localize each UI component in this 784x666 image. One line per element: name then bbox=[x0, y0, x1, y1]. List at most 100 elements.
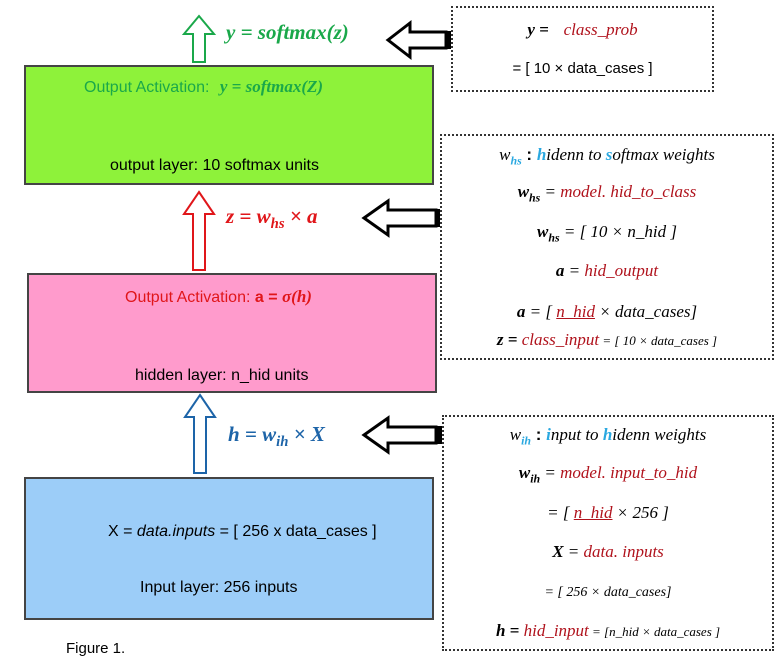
x-inputs-eq: = bbox=[563, 542, 584, 561]
top-annotation-box: y = class_prob = [ 10 × data_cases ] bbox=[451, 6, 714, 92]
input-formula-prefix: X = bbox=[108, 523, 137, 540]
x-dims-text: = [ 256 × data_cases] bbox=[544, 585, 672, 600]
z-input-rhs: class_input bbox=[521, 330, 600, 349]
class-prob-lhs: y = bbox=[527, 20, 549, 39]
wih-title-idenn-weights: idenn weights bbox=[612, 425, 707, 444]
input-layer-label: Input layer: 256 inputs bbox=[140, 579, 298, 596]
bottom-arrow-formula: h = wih × X bbox=[228, 422, 325, 451]
figure-caption: Figure 1. bbox=[66, 640, 126, 657]
bottom-annotation-box: wih : input to hidenn weights wih = mode… bbox=[442, 415, 774, 651]
left-arrow-middle-icon bbox=[361, 198, 442, 238]
wih-title-h: h bbox=[602, 425, 613, 444]
class-prob-rhs: class_prob bbox=[563, 20, 638, 39]
z-input-lhs: z = bbox=[496, 330, 522, 349]
class-prob-line: y = class_prob bbox=[453, 20, 712, 40]
a-output-lhs: a bbox=[555, 261, 565, 280]
whs-title-h: h bbox=[536, 145, 547, 164]
bottom-arrow-w: w bbox=[262, 422, 277, 446]
a-dims-open: = [ bbox=[525, 302, 557, 321]
h-input-rhs: hid_input bbox=[523, 621, 589, 640]
wih-dims-line: = [ n_hid × 256 ] bbox=[444, 503, 772, 523]
top-arrow-formula: y = softmax(z) bbox=[226, 20, 349, 44]
middle-arrow-z: z = bbox=[226, 204, 257, 228]
whs-dims-sub: hs bbox=[548, 230, 560, 245]
whs-dims-w: w bbox=[537, 222, 549, 241]
hidden-activation-sigma: σ(h) bbox=[282, 287, 312, 306]
input-layer-box: X = data.inputs = [ 256 x data_cases ] I… bbox=[24, 477, 434, 620]
wih-model-eq: = bbox=[540, 463, 561, 482]
whs-title-colon: : bbox=[521, 145, 537, 164]
wih-dims-nhid: n_hid bbox=[573, 503, 613, 522]
a-dims-nhid: n_hid bbox=[556, 302, 595, 321]
hidden-activation-a: a = bbox=[254, 289, 282, 306]
whs-title-sub: hs bbox=[510, 153, 522, 168]
hidden-layer-box: Output Activation: a = σ(h) hidden layer… bbox=[27, 273, 437, 393]
whs-title-s: s bbox=[605, 145, 613, 164]
a-dims-rest: × data_cases] bbox=[594, 302, 698, 321]
h-input-lhs: h = bbox=[495, 621, 524, 640]
bottom-arrow-sub: ih bbox=[276, 434, 289, 451]
wih-dims-rest: × 256 ] bbox=[612, 503, 669, 522]
output-layer-label: output layer: 10 softmax units bbox=[110, 157, 319, 174]
z-input-line: z = class_input = [ 10 × data_cases ] bbox=[442, 330, 772, 350]
whs-dims-line: whs = [ 10 × n_hid ] bbox=[442, 222, 772, 245]
whs-dims-text: = [ 10 × n_hid ] bbox=[559, 222, 677, 241]
wih-model-rhs: model. input_to_hid bbox=[560, 463, 698, 482]
whs-title-w: w bbox=[499, 145, 511, 164]
class-prob-dims: = [ 10 × data_cases ] bbox=[453, 60, 712, 77]
middle-arrow-w: w bbox=[256, 204, 271, 228]
wih-model-w: w bbox=[518, 463, 531, 482]
whs-model-eq: = bbox=[540, 182, 561, 201]
left-arrow-top-icon bbox=[385, 19, 452, 61]
up-arrow-blue-icon bbox=[183, 393, 217, 474]
input-formula: X = data.inputs = [ 256 x data_cases ] bbox=[108, 523, 377, 541]
z-input-dims: = [ 10 × data_cases ] bbox=[599, 333, 718, 348]
h-input-dims: = [n_hid × data_cases ] bbox=[588, 624, 721, 639]
hidden-activation-prefix: Output Activation: bbox=[125, 289, 255, 306]
x-inputs-line: X = data. inputs bbox=[444, 542, 772, 562]
bottom-arrow-h: h = bbox=[228, 422, 263, 446]
whs-model-rhs: model. hid_to_class bbox=[560, 182, 697, 201]
output-activation-prefix: Output Activation: bbox=[84, 79, 210, 96]
whs-title-oftmax-weights: oftmax weights bbox=[612, 145, 715, 164]
up-arrow-green-icon bbox=[181, 14, 217, 63]
wih-title-w: w bbox=[509, 425, 522, 444]
output-layer-box: Output Activation: y = softmax(Z) output… bbox=[24, 65, 434, 185]
wih-model-sub: ih bbox=[530, 471, 541, 486]
middle-arrow-formula: z = whs × a bbox=[226, 204, 318, 233]
output-activation: Output Activation: y = softmax(Z) bbox=[84, 77, 323, 97]
wih-title-line: wih : input to hidenn weights bbox=[444, 425, 772, 448]
left-arrow-bottom-icon bbox=[361, 415, 442, 455]
wih-title-i: i bbox=[546, 425, 551, 444]
a-output-rhs: hid_output bbox=[584, 261, 659, 280]
middle-annotation-box: whs : hidenn to softmax weights whs = mo… bbox=[440, 134, 774, 360]
h-input-line: h = hid_input = [n_hid × data_cases ] bbox=[444, 621, 772, 641]
wih-dims-open: = [ bbox=[547, 503, 574, 522]
whs-model-line: whs = model. hid_to_class bbox=[442, 182, 772, 205]
whs-title-line: whs : hidenn to softmax weights bbox=[442, 145, 772, 168]
input-formula-suffix: = [ 256 x data_cases ] bbox=[215, 523, 377, 540]
output-activation-formula: y = softmax(Z) bbox=[219, 77, 324, 96]
wih-model-line: wih = model. input_to_hid bbox=[444, 463, 772, 486]
input-formula-italic: data.inputs bbox=[136, 523, 216, 540]
x-inputs-lhs: X bbox=[552, 542, 564, 561]
class-prob-dims-text: = [ 10 × data_cases ] bbox=[512, 60, 653, 77]
wih-title-sub: ih bbox=[521, 433, 532, 448]
whs-model-sub: hs bbox=[529, 190, 541, 205]
wih-title-nput-to: nput to bbox=[550, 425, 603, 444]
a-output-eq: = bbox=[564, 261, 585, 280]
x-inputs-rhs: data. inputs bbox=[583, 542, 664, 561]
middle-arrow-rest: × a bbox=[284, 204, 318, 228]
bottom-arrow-rest: × X bbox=[288, 422, 325, 446]
wih-title-colon: : bbox=[531, 425, 547, 444]
hidden-layer-label: hidden layer: n_hid units bbox=[135, 367, 309, 384]
a-output-line: a = hid_output bbox=[442, 261, 772, 281]
middle-arrow-sub: hs bbox=[270, 216, 285, 233]
a-dims-lhs: a bbox=[516, 302, 526, 321]
hidden-activation: Output Activation: a = σ(h) bbox=[125, 287, 312, 307]
x-dims-line: = [ 256 × data_cases] bbox=[444, 583, 772, 601]
whs-model-w: w bbox=[517, 182, 530, 201]
up-arrow-red-icon bbox=[182, 190, 216, 271]
whs-title-idenn-to: idenn to bbox=[546, 145, 606, 164]
a-dims-line: a = [ n_hid × data_cases] bbox=[442, 302, 772, 322]
